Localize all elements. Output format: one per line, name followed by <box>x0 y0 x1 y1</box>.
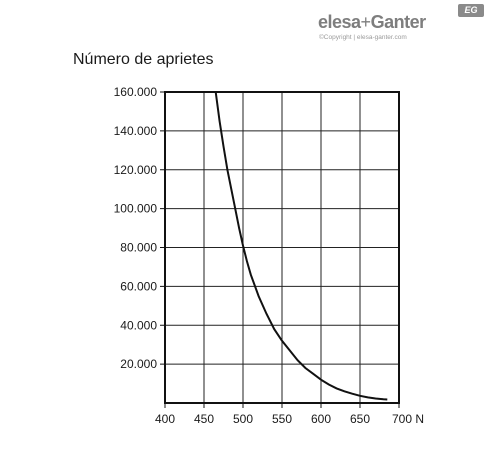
y-axis-ticks: 20.000 40.000 60.000 80.000 100.000 120.000 14… <box>114 85 165 371</box>
brand-badge: EG <box>458 4 484 17</box>
y-tick-label: 40.000 <box>120 318 157 332</box>
y-tick-label: 120.000 <box>114 163 158 177</box>
brand-name-ganter: Ganter <box>370 12 427 32</box>
x-tick-label: 500 <box>233 412 253 426</box>
grid-lines <box>165 92 399 403</box>
x-tick-label: 450 <box>194 412 214 426</box>
x-tick-label: 600 <box>311 412 331 426</box>
brand-name-elesa: elesa <box>318 12 361 32</box>
y-tick-label: 20.000 <box>120 357 157 371</box>
x-tick-label: 700 N <box>392 412 424 426</box>
x-tick-label: 400 <box>155 412 175 426</box>
copyright-text: ©Copyright | elesa-ganter.com <box>319 34 407 41</box>
x-axis-ticks: 400 450 500 550 600 650 700 N <box>155 403 424 426</box>
y-tick-label: 100.000 <box>114 202 158 216</box>
brand-plus: + <box>360 12 372 32</box>
y-tick-label: 160.000 <box>114 85 158 99</box>
x-tick-label: 650 <box>350 412 370 426</box>
y-tick-label: 140.000 <box>114 124 158 138</box>
brand-wordmark: elesa+Ganter <box>318 12 426 33</box>
y-tick-label: 80.000 <box>120 241 157 255</box>
y-tick-label: 60.000 <box>120 279 157 293</box>
x-tick-label: 550 <box>272 412 292 426</box>
brand-logo: elesa+Ganter EG ©Copyright | elesa-gante… <box>318 4 486 48</box>
chart-title: Número de aprietes <box>73 51 214 68</box>
series-line <box>214 91 388 401</box>
